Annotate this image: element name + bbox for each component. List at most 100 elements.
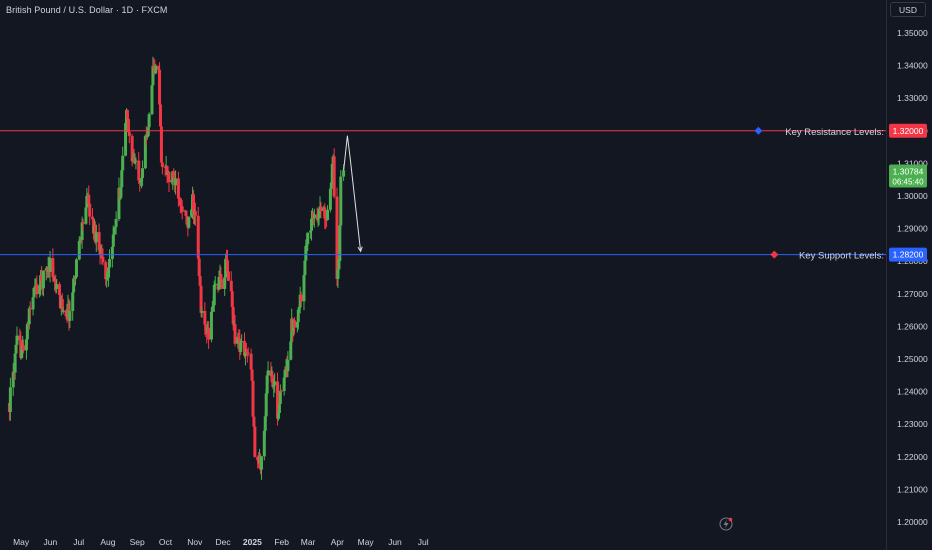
candle (250, 360, 254, 382)
candle (176, 171, 180, 207)
price-tick-label: 1.26000 (897, 321, 928, 331)
projection-path (343, 135, 362, 252)
price-tick-label: 1.20000 (897, 517, 928, 527)
candle (61, 306, 65, 315)
candle (244, 342, 248, 354)
candle (112, 227, 116, 242)
candle (312, 208, 316, 228)
candle (332, 148, 336, 199)
candle (38, 283, 42, 298)
candle (52, 266, 56, 282)
candle (133, 153, 137, 165)
candle (25, 321, 29, 348)
candle (339, 170, 343, 230)
candle (223, 274, 227, 296)
price-tick-label: 1.29000 (897, 224, 928, 234)
candle (68, 300, 72, 328)
candle (264, 388, 268, 422)
projection-arrowhead (357, 246, 363, 253)
candle (323, 203, 327, 229)
candle (278, 384, 282, 405)
time-tick-label: Jul (73, 537, 84, 547)
candle (286, 351, 290, 378)
projection-layer (343, 135, 363, 253)
candle (279, 389, 283, 394)
time-tick-label: Apr (331, 537, 344, 547)
candle (172, 168, 176, 179)
candle (33, 278, 37, 297)
levels-layer: Key Resistance Levels: Key Support Levels… (0, 126, 886, 262)
notification-dot-icon (728, 517, 733, 522)
current-price-tag (889, 164, 927, 188)
countdown-label: 06:45:40 (892, 177, 924, 186)
candle (273, 373, 277, 393)
candle (8, 377, 12, 421)
candle (262, 427, 266, 461)
candle (231, 300, 235, 331)
candle (289, 338, 293, 361)
candle (210, 300, 214, 319)
time-tick-label: Oct (159, 537, 173, 547)
candle (236, 332, 240, 349)
candle (18, 328, 22, 342)
candle (326, 205, 330, 221)
candle (319, 202, 323, 218)
candle (158, 99, 162, 131)
candle (110, 246, 114, 268)
candle (315, 207, 319, 223)
symbol-title: British Pound / U.S. Dollar · 1D · FXCM (6, 5, 168, 15)
candle (22, 339, 26, 354)
support-price-label: 1.28200 (893, 250, 924, 260)
time-tick-label: Nov (187, 537, 203, 547)
candle (304, 239, 308, 263)
candle (32, 286, 36, 301)
price-axis[interactable]: 1.35000 1.34000 1.33000 1.32000 1.31000 1.300… (886, 0, 928, 550)
time-tick-label: May (358, 537, 375, 547)
candle (253, 425, 257, 458)
candle (64, 309, 68, 320)
candle (72, 275, 76, 302)
candle (276, 412, 280, 421)
resistance-price-tag (889, 123, 927, 138)
candle (178, 197, 182, 214)
candle (134, 157, 138, 170)
time-axis[interactable]: May Jun Jul Aug Sep Oct Nov Dec 2025 Feb Mar Apr May… (13, 537, 429, 547)
lightning-icon[interactable] (719, 517, 733, 531)
candle (246, 347, 250, 357)
candle (309, 229, 313, 239)
candle (328, 185, 332, 213)
candle (31, 296, 35, 316)
candle (85, 188, 89, 211)
current-price-label: 1.30784 (893, 166, 924, 176)
candle (198, 267, 202, 287)
candle (217, 270, 221, 291)
candle (293, 317, 297, 335)
candle (196, 207, 200, 259)
candle (55, 279, 59, 294)
price-tick-label: 1.24000 (897, 387, 928, 397)
candle (233, 314, 237, 347)
candle (174, 170, 178, 195)
time-tick-label: Dec (216, 537, 232, 547)
candle (94, 224, 98, 253)
candle (296, 307, 300, 330)
candle (167, 170, 171, 192)
time-tick-label: Jul (418, 537, 429, 547)
resistance-label: Key Resistance Levels: (785, 127, 884, 138)
currency-button[interactable]: USD (890, 2, 926, 17)
price-tick-label: 1.22000 (897, 452, 928, 462)
price-tick-label: 1.21000 (897, 484, 928, 494)
candle (127, 121, 131, 144)
candle (259, 455, 263, 480)
candle (192, 190, 196, 224)
candle (306, 232, 310, 252)
candle (126, 115, 130, 133)
candle (154, 63, 158, 74)
candle (108, 249, 112, 271)
candle (51, 248, 55, 283)
candle (84, 205, 88, 225)
candle (143, 134, 147, 170)
candle (265, 371, 269, 397)
price-tick-label: 1.33000 (897, 93, 928, 103)
